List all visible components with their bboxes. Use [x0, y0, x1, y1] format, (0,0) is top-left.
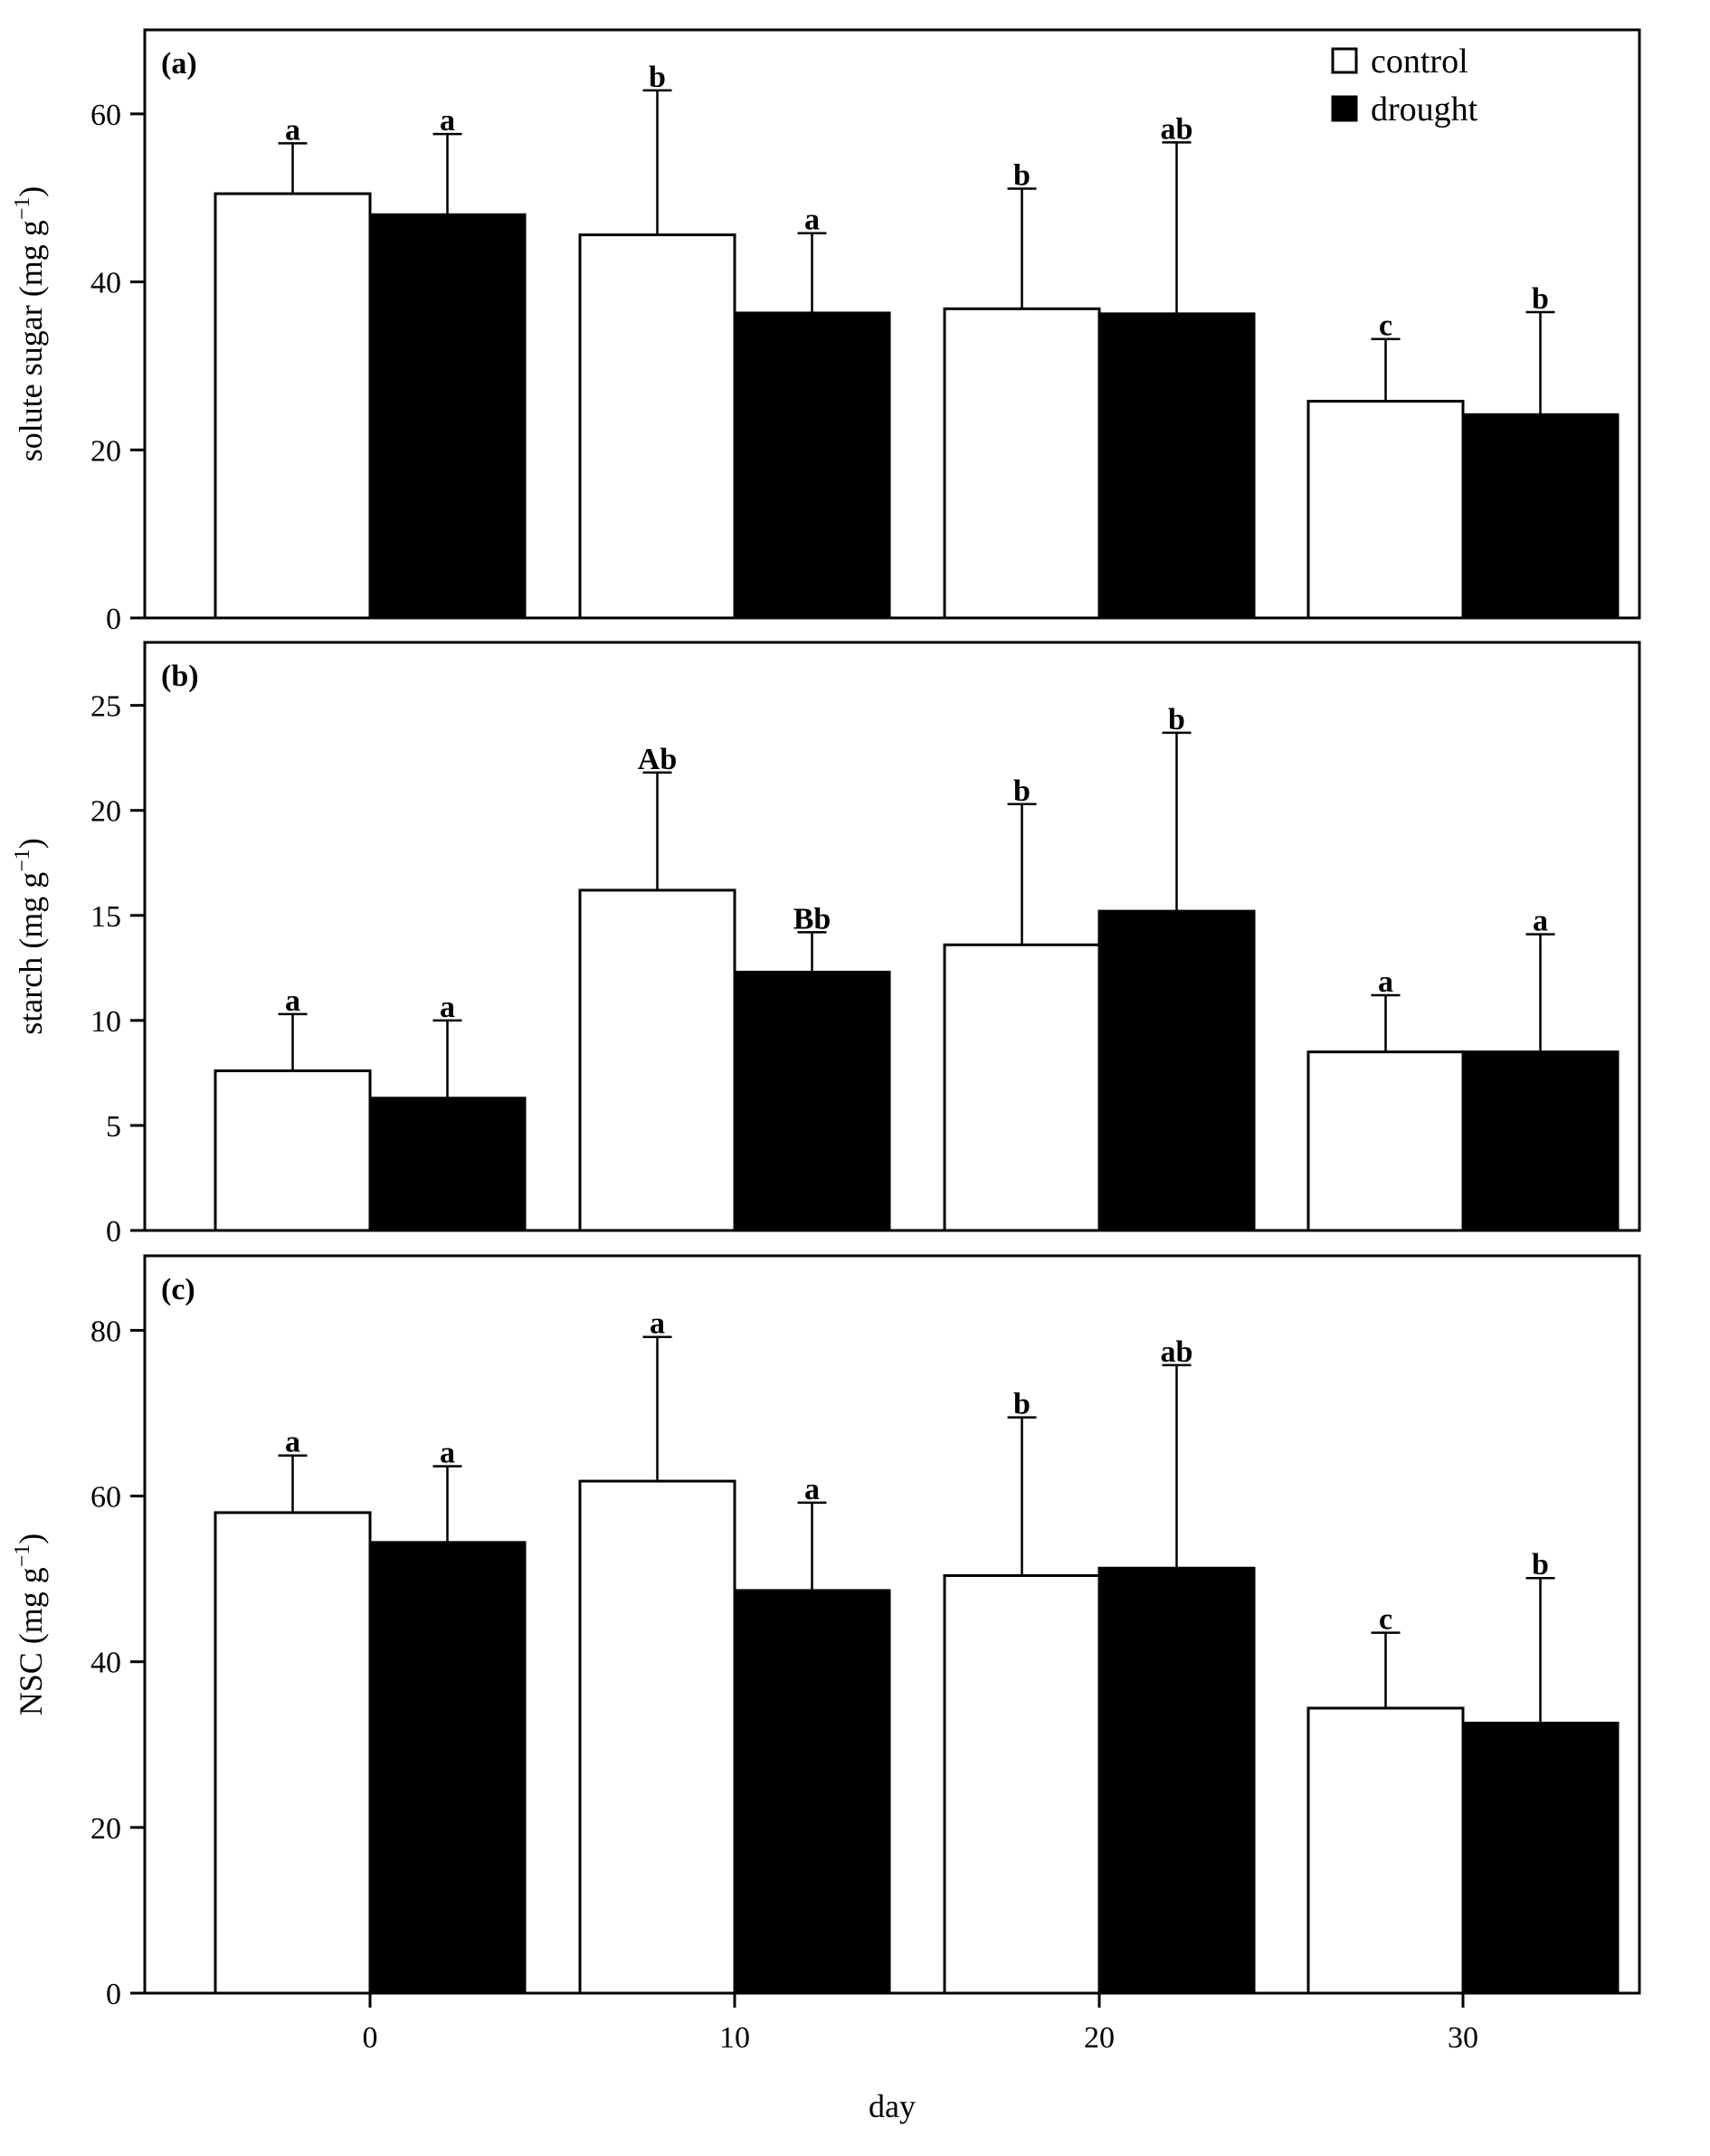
- bar-drought: [1097, 909, 1256, 1232]
- legend-label-drought: drought: [1371, 90, 1478, 128]
- x-tick-label: 0: [363, 2021, 378, 2055]
- y-tick-label: 20: [90, 434, 121, 468]
- bar-drought: [733, 311, 891, 620]
- significance-letter: a: [440, 104, 455, 138]
- bar-drought: [1097, 1566, 1256, 1995]
- significance-letter: a: [285, 1426, 300, 1459]
- significance-letter: c: [1379, 309, 1392, 343]
- bar-control: [214, 192, 372, 620]
- legend-label-control: control: [1371, 43, 1468, 81]
- significance-letter: b: [1013, 1388, 1031, 1421]
- bar-control: [943, 1573, 1101, 1995]
- y-tick-label: 25: [90, 690, 121, 724]
- significance-letter: c: [1379, 1603, 1392, 1637]
- significance-letter: Ab: [638, 743, 677, 776]
- bar-control: [578, 1479, 736, 1995]
- significance-letter: b: [1013, 159, 1031, 193]
- y-tick-label: 0: [106, 1215, 121, 1249]
- bar-drought: [733, 1589, 891, 1995]
- bar-drought: [368, 1541, 527, 1995]
- panel-label: (b): [161, 660, 199, 693]
- significance-letter: a: [1533, 905, 1548, 938]
- panel-label: (c): [161, 1273, 195, 1306]
- bar-control: [1306, 1706, 1465, 1995]
- significance-letter: a: [285, 113, 300, 147]
- bar-control: [943, 943, 1101, 1232]
- significance-letter: b: [1168, 703, 1185, 736]
- y-tick-label: 5: [106, 1110, 121, 1144]
- x-tick-label: 10: [719, 2021, 750, 2055]
- shared-x-axis: 0 10 20 30 day: [363, 1993, 1478, 2124]
- significance-letter: b: [649, 61, 666, 94]
- bar-control: [578, 233, 736, 620]
- bar-drought: [1461, 413, 1620, 620]
- bar-control: [1306, 399, 1465, 620]
- bar-control: [578, 888, 736, 1232]
- y-tick-label: 20: [90, 1812, 121, 1846]
- legend: control drought: [1331, 43, 1478, 128]
- bar-control: [943, 307, 1101, 620]
- plot-frame: [143, 1254, 1641, 1995]
- significance-letter: a: [285, 984, 300, 1018]
- significance-letter: Bb: [793, 902, 831, 936]
- significance-letter: a: [1378, 965, 1393, 999]
- bar-control: [214, 1511, 372, 1995]
- significance-letter: ab: [1161, 1335, 1193, 1369]
- chart-panel: 0 5 10 15 20 25 starch (mg g−1) (b) a Ab b a a Bb b a: [11, 641, 1641, 1249]
- x-tick-label: 30: [1448, 2021, 1478, 2055]
- significance-letter: b: [1532, 1548, 1549, 1581]
- significance-letter: b: [1013, 774, 1031, 808]
- y-tick-label: 10: [90, 1005, 121, 1039]
- y-tick-label: 60: [90, 99, 121, 132]
- x-axis-title: day: [869, 2088, 916, 2124]
- legend-swatch-drought: [1331, 95, 1358, 122]
- y-tick-label: 0: [106, 603, 121, 636]
- plot-frame: [143, 641, 1641, 1232]
- plot-frame: [143, 28, 1641, 620]
- x-tick-label: 20: [1084, 2021, 1115, 2055]
- significance-letter: a: [440, 991, 455, 1024]
- legend-swatch-control: [1331, 47, 1358, 74]
- y-axis-title: starch (mg g−1): [11, 838, 49, 1035]
- bar-drought: [733, 970, 891, 1232]
- significance-letter: a: [650, 1307, 665, 1341]
- bar-control: [214, 1069, 372, 1232]
- bar-drought: [1461, 1050, 1620, 1232]
- panel-label: (a): [161, 47, 197, 81]
- y-tick-label: 0: [106, 1978, 121, 2011]
- y-tick-label: 60: [90, 1481, 121, 1515]
- y-tick-label: 40: [90, 1647, 121, 1680]
- bar-drought: [368, 1097, 527, 1232]
- significance-letter: b: [1532, 282, 1549, 316]
- significance-letter: a: [804, 204, 820, 237]
- significance-letter: ab: [1161, 112, 1193, 146]
- y-tick-label: 80: [90, 1315, 121, 1348]
- y-tick-label: 15: [90, 900, 121, 934]
- bar-control: [1306, 1050, 1465, 1232]
- y-axis-title: solute sugar (mg g−1): [11, 186, 49, 462]
- significance-letter: a: [440, 1437, 455, 1470]
- y-axis-title: NSC (mg g−1): [11, 1534, 49, 1716]
- bar-drought: [368, 213, 527, 620]
- y-tick-label: 20: [90, 795, 121, 829]
- bar-drought: [1097, 312, 1256, 620]
- significance-letter: a: [804, 1473, 820, 1506]
- bar-drought: [1461, 1721, 1620, 1995]
- y-tick-label: 40: [90, 267, 121, 300]
